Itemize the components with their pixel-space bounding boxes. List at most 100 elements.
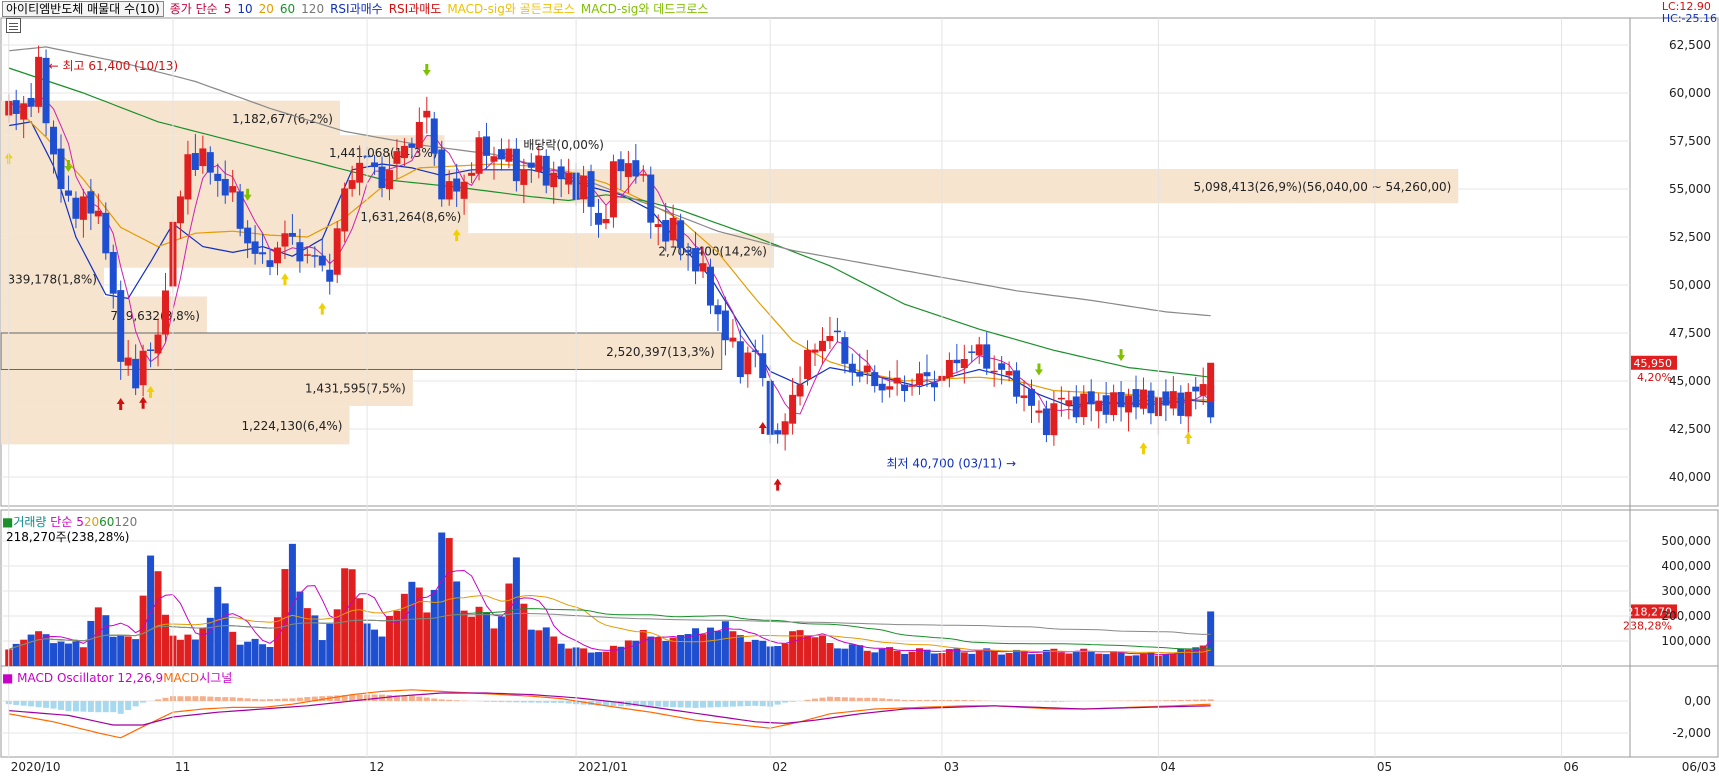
candle-body (736, 341, 744, 378)
volume-legend-item-1[interactable]: 20 (83, 515, 100, 529)
legend-item-9[interactable]: MACD-sig와 데드크로스 (580, 2, 709, 16)
volume-tick-label: 100,000 (1661, 634, 1711, 648)
candle-body (841, 337, 849, 364)
volume-bar (430, 589, 438, 666)
candle-body (639, 174, 647, 176)
legend-item-6[interactable]: RSI과매수 (330, 2, 383, 16)
macd-osc-bar (416, 696, 423, 701)
candle-body (669, 217, 677, 241)
candle-body (27, 97, 35, 107)
candle-body (408, 143, 416, 148)
volume-bar (692, 628, 700, 666)
candle-body (848, 363, 856, 373)
volume-bar (893, 650, 901, 666)
volume-legend-item-3[interactable]: 120 (114, 515, 138, 529)
volume-bar (721, 621, 729, 666)
volume-bar (1042, 649, 1050, 666)
volume-bar (706, 627, 714, 666)
candle-body (1072, 396, 1080, 418)
grid-toggle-icon[interactable] (6, 18, 21, 33)
volume-tick-label: 300,000 (1661, 584, 1711, 598)
macd-osc-bar (1050, 701, 1057, 703)
legend-item-1[interactable]: 5 (223, 2, 232, 16)
ma10-line (8, 121, 1211, 407)
volume-bar (565, 648, 573, 666)
macd-osc-bar (125, 701, 132, 711)
macd-osc-bar (222, 697, 229, 701)
macd-osc-bar (72, 701, 79, 712)
volume-bar (774, 646, 782, 666)
stock-title[interactable]: 아이티엠반도체 매물대 수(10) (2, 1, 164, 17)
volume-label: 거래량 (13, 515, 47, 529)
volume-bar (617, 646, 625, 666)
volume-bar (453, 581, 461, 666)
candle-body (206, 152, 214, 173)
candle-body (296, 242, 304, 262)
candle-body (1035, 410, 1043, 413)
macd-osc-bar (909, 699, 916, 701)
macd-legend-item-1[interactable]: MACD (163, 671, 200, 685)
candle-body (385, 170, 393, 190)
volume-bar (490, 628, 498, 666)
candle-body (1117, 392, 1125, 408)
macd-osc-bar (1170, 700, 1177, 701)
volume-bar (1177, 648, 1185, 666)
volume-legend-item-2[interactable]: 60 (99, 515, 115, 529)
macd-legend-item-2[interactable]: 시그널 (199, 671, 233, 685)
volume-bar (184, 634, 192, 666)
candle-body (550, 172, 558, 188)
candle-body (483, 136, 491, 156)
macd-osc-bar (737, 701, 744, 707)
macd-osc-bar (1147, 700, 1154, 701)
candle-body (998, 363, 1006, 370)
candle-body (333, 228, 341, 275)
macd-osc-bar (304, 697, 311, 701)
volume-bar (1057, 652, 1065, 666)
current-change-label: 4,20% (1637, 371, 1672, 384)
volume-bar (468, 616, 476, 666)
volume-bar (1072, 651, 1080, 666)
candle-body (1110, 392, 1118, 416)
candle-body (423, 110, 431, 118)
volume-bar (206, 617, 214, 666)
candle-body (1027, 389, 1035, 406)
candle-body (348, 180, 356, 189)
candle-body (916, 373, 924, 386)
volume-bar (27, 634, 35, 666)
macd-legend-item-0[interactable]: MACD Oscillator 12,26,9 (17, 671, 164, 685)
legend-item-8[interactable]: MACD-sig와 골든크로스 (447, 2, 575, 16)
candle-body (453, 178, 461, 192)
macd-osc-bar (95, 701, 102, 713)
candle-body (774, 430, 782, 435)
macd-osc-bar (453, 700, 460, 701)
legend-item-7[interactable]: RSI과매도 (388, 2, 442, 16)
current-volume-change: 238,28% (1623, 619, 1672, 632)
legend-item-5[interactable]: 120 (301, 2, 325, 16)
candle-body (527, 162, 535, 168)
volume-bar (520, 603, 528, 666)
candle-body (930, 382, 938, 388)
signal-arrow-icon (773, 478, 782, 491)
candle-body (1169, 391, 1177, 409)
ma120-line (8, 46, 1211, 317)
macd-osc-bar (438, 699, 445, 701)
candlesticks (5, 45, 1215, 451)
macd-osc-bar (535, 701, 542, 703)
macd-tick-label: -2,000 (1672, 726, 1711, 740)
volume-bar (139, 595, 147, 666)
legend-item-2[interactable]: 10 (237, 2, 253, 16)
volume-bar (804, 635, 812, 666)
macd-osc-bar (177, 696, 184, 701)
candle-body (154, 334, 162, 354)
legend-item-3[interactable]: 20 (258, 2, 274, 16)
volume-legend-item-0[interactable]: 단순 5 (50, 515, 84, 529)
volume-bar (483, 612, 491, 666)
macd-osc-bar (229, 697, 236, 701)
macd-osc-bar (349, 694, 356, 701)
legend-item-4[interactable]: 60 (279, 2, 296, 16)
legend-item-0[interactable]: 종가 단순 (169, 2, 218, 16)
price-tick-label: 47,500 (1669, 326, 1711, 340)
macd-osc-bar (901, 699, 908, 701)
macd-osc-bar (692, 701, 699, 708)
